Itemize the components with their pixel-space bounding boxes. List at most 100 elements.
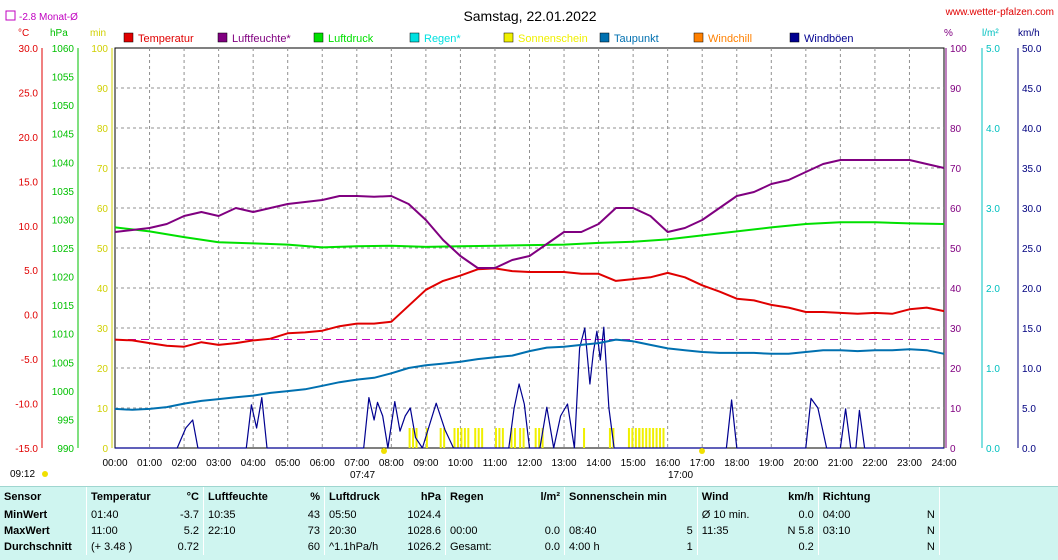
x-tick-label: 06:00 — [310, 458, 335, 469]
tick-label-percent: 40 — [950, 284, 962, 295]
x-tick-label: 15:00 — [621, 458, 646, 469]
tick-label-rain: 3.0 — [986, 204, 1000, 215]
tick-label-percent: 30 — [950, 324, 962, 335]
hdr-temp-unit: °C — [186, 491, 199, 503]
unit-sun: min — [90, 28, 106, 39]
watermark: www.wetter-pfalzen.com — [945, 7, 1054, 18]
legend-label: Windchill — [708, 33, 752, 45]
cell: 03:10 — [817, 523, 901, 539]
legend-label: Sonnenschein — [518, 33, 588, 45]
row-label: MaxWert — [4, 525, 50, 537]
tick-label-temp: 30.0 — [19, 44, 39, 55]
monthly-avg-icon — [5, 10, 16, 21]
legend-swatch — [217, 32, 228, 43]
cell: 0.0 — [798, 509, 814, 521]
cell — [445, 507, 520, 523]
tick-label-temp: -10.0 — [15, 400, 38, 411]
unit-wind: km/h — [1018, 28, 1040, 39]
tick-label-sun: 90 — [97, 84, 109, 95]
x-tick-label: 01:00 — [137, 458, 162, 469]
row-label: Durchschnitt — [4, 541, 72, 553]
cell: N — [926, 541, 935, 553]
tick-label-pressure: 1045 — [52, 130, 75, 141]
tick-label-temp: -5.0 — [21, 355, 39, 366]
tick-label-wind: 50.0 — [1022, 44, 1042, 55]
sunshine-bar — [662, 428, 665, 448]
statistics-table: Sensor Temperatur °C Luftfeuchte % Luftd… — [0, 487, 1058, 555]
sunshine-bar — [412, 428, 415, 448]
legend-label: Temperatur — [138, 33, 194, 45]
tick-label-wind: 30.0 — [1022, 204, 1042, 215]
tick-label-pressure: 1055 — [52, 73, 75, 84]
monthly-avg-label: -2.8 Monat-Ø — [19, 12, 78, 23]
cell: 10:35 — [203, 507, 282, 523]
sunshine-bar — [522, 428, 525, 448]
cell: 5.2 — [183, 525, 199, 537]
cell: 1 — [686, 541, 693, 553]
sunshine-bar — [638, 428, 641, 448]
legend-label: Luftfeuchte* — [232, 33, 291, 45]
stats-row-min: MinWert 01:40 -3.7 10:35 43 05:50 1024.4… — [0, 507, 1058, 523]
cell: 1024.4 — [407, 509, 441, 521]
x-tick-label: 07:00 — [344, 458, 369, 469]
cell: 08:40 — [563, 523, 671, 539]
tick-label-pressure: 990 — [57, 444, 74, 455]
cell: 11:35 — [696, 523, 776, 539]
sunshine-bar — [645, 428, 648, 448]
cell: -3.7 — [180, 509, 199, 521]
tick-label-pressure: 1020 — [52, 273, 75, 284]
sunshine-bar — [415, 428, 418, 448]
sunshine-bar — [641, 428, 644, 448]
legend-swatch — [313, 32, 324, 43]
sunshine-bar — [659, 428, 662, 448]
legend-swatch — [789, 32, 800, 43]
legend: Temperatur Luftfeuchte* Luftdruck Regen* Son… — [123, 32, 854, 45]
sunshine-bar — [583, 428, 586, 448]
sunshine-bar — [408, 428, 411, 448]
cell: 60 — [307, 541, 320, 553]
legend-swatch — [693, 32, 704, 43]
tick-label-pressure: 1050 — [52, 101, 75, 112]
sunset-label: 17:00 — [668, 470, 693, 481]
cell: 0.2 — [798, 541, 814, 553]
hdr-pressure-unit: hPa — [420, 491, 441, 503]
cell: 05:50 — [324, 507, 403, 523]
cell: 73 — [307, 525, 320, 537]
unit-pressure: hPa — [50, 28, 68, 39]
series-lines — [114, 159, 945, 449]
x-tick-label: 00:00 — [102, 458, 127, 469]
hdr-luftdruck: Luftdruck — [324, 487, 403, 507]
cell: N 5.8 — [787, 525, 814, 537]
sunshine-bar — [501, 428, 504, 448]
x-tick-label: 03:00 — [206, 458, 231, 469]
tick-label-percent: 0 — [950, 444, 956, 455]
tick-label-sun: 30 — [97, 324, 109, 335]
cell: (+ 3.48 ) — [86, 539, 165, 555]
tick-label-rain: 5.0 — [986, 44, 1000, 55]
legend-swatch — [599, 32, 610, 43]
cell: 1028.6 — [407, 525, 441, 537]
sunshine-bar — [538, 428, 541, 448]
hdr-direction-unit — [901, 487, 940, 507]
cell — [203, 539, 282, 555]
sunshine-bar — [627, 428, 630, 448]
series-line-windben — [115, 326, 944, 449]
x-tick-label: 20:00 — [793, 458, 818, 469]
unit-rain: l/m² — [982, 28, 999, 39]
tick-label-pressure: 1015 — [52, 301, 75, 312]
tick-label-sun: 40 — [97, 284, 109, 295]
cell: 22:10 — [203, 523, 282, 539]
sunshine-bar — [456, 428, 459, 448]
tick-label-wind: 20.0 — [1022, 284, 1042, 295]
series-line-luftfeuchte — [114, 159, 945, 269]
tick-label-temp: 20.0 — [19, 133, 39, 144]
tick-label-percent: 20 — [950, 364, 962, 375]
tick-label-wind: 10.0 — [1022, 364, 1042, 375]
tick-label-wind: 25.0 — [1022, 244, 1042, 255]
cell: 1026.2 — [407, 541, 441, 553]
legend-swatch — [503, 32, 514, 43]
cell — [671, 507, 698, 523]
tick-label-sun: 50 — [97, 244, 109, 255]
grid — [115, 48, 944, 448]
x-tick-label: 14:00 — [586, 458, 611, 469]
